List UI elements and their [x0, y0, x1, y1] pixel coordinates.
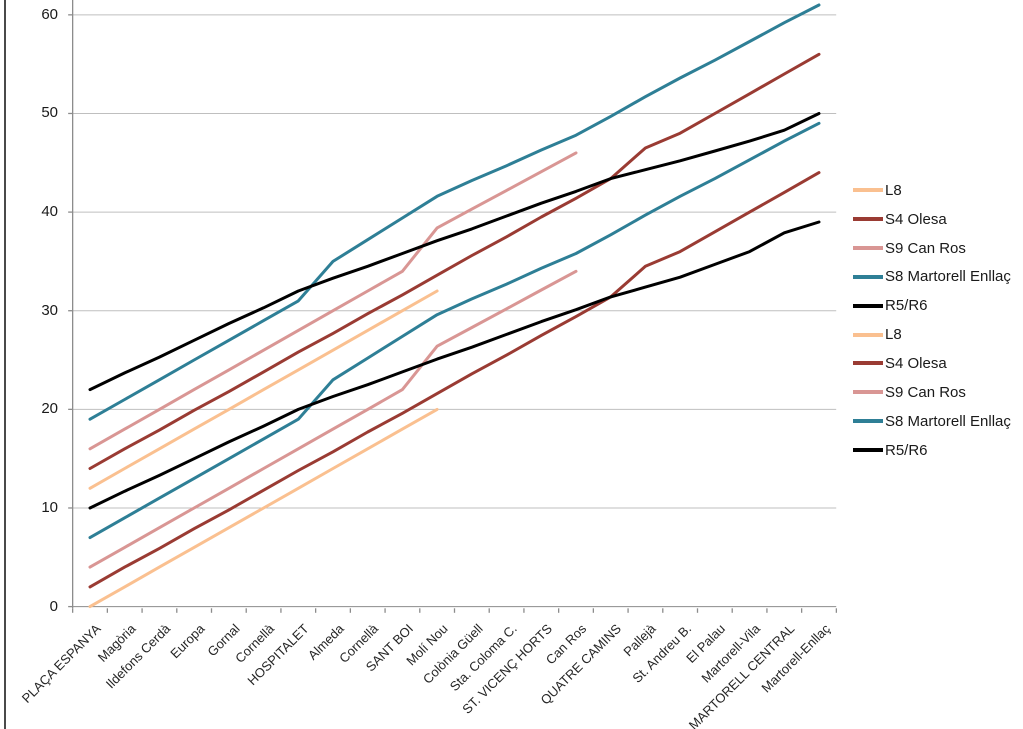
series-line-lower-s9-can-ros [88, 269, 578, 569]
legend-item: S9 Can Ros [853, 378, 1011, 407]
legend-item: S9 Can Ros [853, 234, 1011, 263]
legend-item: R5/R6 [853, 436, 1011, 465]
series-line-upper-r5-r6 [88, 112, 821, 392]
series-line-lower-s8-martorell-enlla- [88, 121, 821, 540]
legend-swatch [853, 332, 883, 337]
legend-swatch [853, 448, 883, 453]
y-axis-label: 60 [41, 5, 58, 23]
legend-label: R5/R6 [885, 297, 928, 315]
legend-swatch [853, 246, 883, 251]
legend-swatch [853, 361, 883, 366]
legend-swatch [853, 188, 883, 193]
legend-swatch [853, 390, 883, 395]
series-line-upper-s4-olesa [88, 52, 821, 470]
legend-swatch [853, 217, 883, 222]
legend-label: S4 Olesa [885, 210, 947, 228]
legend-item: S8 Martorell Enllaç [853, 407, 1011, 436]
legend-label: S8 Martorell Enllaç [885, 268, 1011, 286]
legend-item: S4 Olesa [853, 205, 1011, 234]
y-axis-label: 50 [41, 104, 58, 122]
series-line-lower-l8 [88, 407, 439, 609]
legend-label: L8 [885, 326, 902, 344]
y-axis-label: 10 [41, 498, 58, 516]
series-line-lower-r5-r6 [88, 220, 821, 510]
legend-label: S4 Olesa [885, 354, 947, 372]
y-axis-label: 20 [41, 400, 58, 418]
legend-item: L8 [853, 320, 1011, 349]
legend-item: L8 [853, 176, 1011, 205]
series-line-upper-s8-martorell-enlla- [88, 3, 821, 421]
legend-swatch [853, 274, 883, 279]
series-line-upper-s9-can-ros [88, 151, 578, 451]
page-left-border [4, 0, 6, 729]
legend-label: S9 Can Ros [885, 383, 966, 401]
y-axis-label: 0 [49, 597, 58, 615]
legend-label: S8 Martorell Enllaç [885, 412, 1011, 430]
legend-swatch [853, 303, 883, 308]
legend-item: S4 Olesa [853, 349, 1011, 378]
y-axis-label: 30 [41, 301, 58, 319]
legend-label: R5/R6 [885, 441, 928, 459]
legend-label: L8 [885, 181, 902, 199]
legend-label: S9 Can Ros [885, 239, 966, 257]
chart-legend: L8 S4 Olesa S9 Can Ros S8 Martorell Enllaç R… [853, 176, 1011, 464]
legend-swatch [853, 419, 883, 424]
series-line-upper-l8 [88, 289, 439, 490]
legend-item: R5/R6 [853, 291, 1011, 320]
series-line-lower-s4-olesa [88, 171, 821, 589]
legend-item: S8 Martorell Enllaç [853, 263, 1011, 292]
y-axis-label: 40 [41, 203, 58, 221]
